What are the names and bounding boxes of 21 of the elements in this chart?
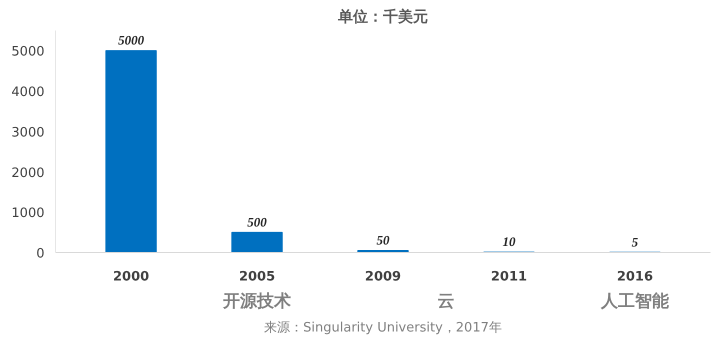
- x-tick-label: 2009: [364, 270, 402, 284]
- data-label: 5: [632, 234, 639, 250]
- data-label: 5000: [118, 32, 145, 48]
- x-tick-label: 2000: [112, 270, 150, 284]
- data-label: 10: [502, 234, 516, 250]
- y-tick-label: 4000: [11, 85, 45, 100]
- y-tick-label: 2000: [11, 166, 45, 181]
- text: 开源技术: [222, 292, 292, 310]
- y-tick-label: 3000: [11, 125, 45, 140]
- data-label: 50: [376, 232, 390, 248]
- y-tick-label: 0: [36, 246, 45, 262]
- source-note: 来源：Singularity University，2017年: [264, 320, 502, 336]
- y-tick-label: 1000: [11, 206, 45, 222]
- x-tick-label: 2005: [238, 270, 276, 284]
- x-tick-label: 2011: [490, 270, 528, 284]
- text: 人工智能: [600, 292, 669, 310]
- x-tick-label: 2016: [616, 270, 654, 284]
- y-tick-label: 5000: [11, 44, 45, 60]
- chart-title: 单位：千美元: [337, 8, 428, 26]
- text: 云: [437, 292, 454, 310]
- data-label: 500: [247, 214, 268, 230]
